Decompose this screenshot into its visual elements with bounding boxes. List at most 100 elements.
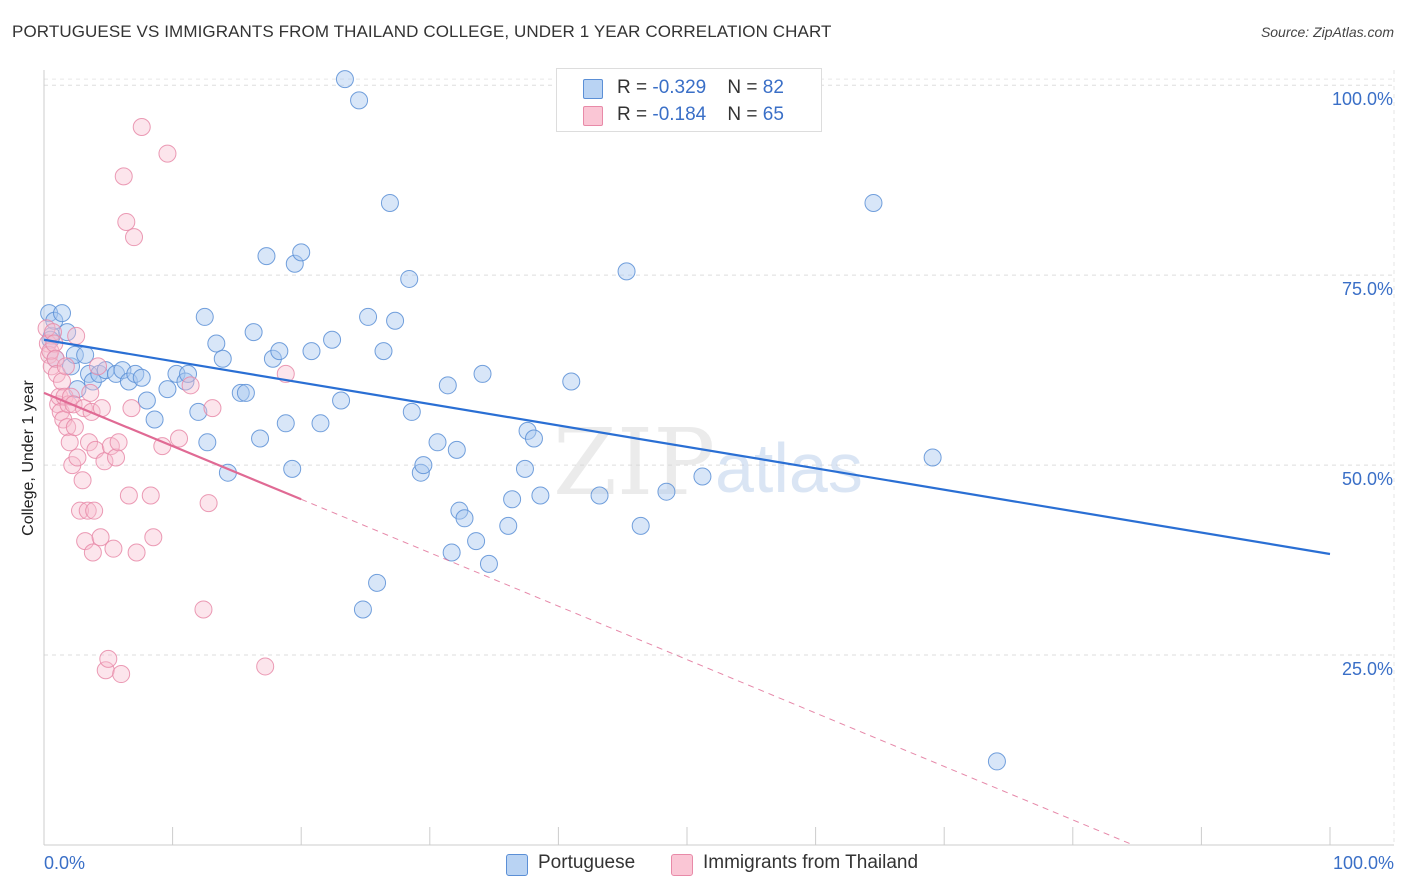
watermark-zip: ZIP (553, 409, 715, 516)
point-thailand (256, 657, 275, 676)
point-portuguese (137, 391, 156, 410)
point-portuguese (45, 311, 64, 330)
point-thailand (125, 228, 144, 247)
point-thailand (91, 528, 110, 547)
point-portuguese (515, 459, 534, 478)
point-portuguese (631, 516, 650, 535)
point-thailand (59, 395, 78, 414)
point-thailand (58, 418, 77, 437)
point-portuguese (292, 243, 311, 262)
point-portuguese (145, 410, 164, 429)
legend-swatch-thailand (583, 106, 603, 126)
point-portuguese (657, 482, 676, 501)
point-thailand (114, 167, 133, 186)
point-portuguese (987, 752, 1006, 771)
point-portuguese (442, 543, 461, 562)
point-portuguese (447, 440, 466, 459)
point-thailand (46, 349, 65, 368)
point-thailand (181, 376, 200, 395)
point-portuguese (428, 433, 447, 452)
legend-n-label: N = (727, 77, 763, 98)
point-thailand (73, 471, 92, 490)
point-portuguese (198, 433, 217, 452)
stats-legend: R = -0.329 N = 82 R = -0.184 N = 65 (556, 68, 822, 132)
point-portuguese (438, 376, 457, 395)
point-thailand (107, 448, 126, 467)
point-portuguese (195, 307, 214, 326)
point-portuguese (58, 323, 77, 342)
point-portuguese (359, 307, 378, 326)
legend-n-label: N = (727, 104, 763, 125)
point-thailand (144, 528, 163, 547)
trend-line-thailand-extension (301, 498, 1134, 846)
point-portuguese (374, 342, 393, 361)
point-portuguese (518, 421, 537, 440)
y-tick-label: 100.0% (1332, 89, 1393, 109)
point-portuguese (179, 364, 198, 383)
point-portuguese (332, 391, 351, 410)
points-portuguese (40, 68, 1006, 771)
point-portuguese (693, 467, 712, 486)
point-portuguese (257, 247, 276, 266)
point-thailand (203, 399, 222, 418)
point-portuguese (353, 600, 372, 619)
point-portuguese (590, 486, 609, 505)
point-portuguese (467, 532, 486, 551)
point-portuguese (617, 262, 636, 281)
point-portuguese (213, 349, 232, 368)
legend-n-value-portuguese: 82 (762, 77, 784, 98)
point-portuguese (285, 254, 304, 273)
point-portuguese (62, 357, 81, 376)
bottom-legend-label-portuguese: Portuguese (538, 852, 636, 873)
y-tick-label: 25.0% (1342, 659, 1393, 679)
legend-r-label: R = (617, 77, 653, 98)
point-thailand (53, 372, 72, 391)
x-tick-label: 100.0% (1333, 853, 1394, 873)
legend-r-value-portuguese: -0.329 (652, 77, 707, 98)
point-portuguese (524, 429, 543, 448)
point-portuguese (189, 402, 208, 421)
point-portuguese (414, 456, 433, 475)
point-portuguese (276, 414, 295, 433)
point-portuguese (251, 429, 270, 448)
point-thailand (83, 543, 102, 562)
point-thailand (78, 501, 97, 520)
point-portuguese (270, 342, 289, 361)
point-thailand (170, 429, 189, 448)
y-tick-label: 50.0% (1342, 469, 1393, 489)
point-portuguese (323, 330, 342, 349)
chart-title: PORTUGUESE VS IMMIGRANTS FROM THAILAND C… (12, 22, 832, 41)
point-portuguese (207, 334, 226, 353)
watermark-atlas: atlas (715, 429, 863, 507)
point-thailand (132, 117, 151, 136)
point-portuguese (53, 304, 72, 323)
point-thailand (104, 539, 123, 558)
point-portuguese (368, 573, 387, 592)
bottom-legend-swatch-portuguese (506, 854, 528, 876)
point-thailand (89, 357, 108, 376)
point-portuguese (231, 383, 250, 402)
point-portuguese (244, 323, 263, 342)
point-portuguese (335, 70, 354, 89)
point-thailand (127, 543, 146, 562)
point-thailand (99, 649, 118, 668)
legend-swatch-portuguese (583, 79, 603, 99)
point-thailand (65, 418, 84, 437)
bottom-legend-label-thailand: Immigrants from Thailand (703, 852, 919, 873)
point-portuguese (283, 459, 302, 478)
point-portuguese (411, 463, 430, 482)
point-thailand (95, 452, 114, 471)
point-thailand (80, 433, 99, 452)
point-portuguese (236, 383, 255, 402)
point-thailand (96, 661, 115, 680)
trend-line-thailand (43, 391, 302, 501)
point-portuguese (311, 414, 330, 433)
point-portuguese (503, 490, 522, 509)
axes (43, 70, 1394, 846)
point-thailand (199, 494, 218, 513)
point-portuguese (455, 509, 474, 528)
points-thailand (37, 117, 295, 684)
point-portuguese (350, 91, 369, 110)
bottom-legend-swatch-thailand (671, 854, 693, 876)
